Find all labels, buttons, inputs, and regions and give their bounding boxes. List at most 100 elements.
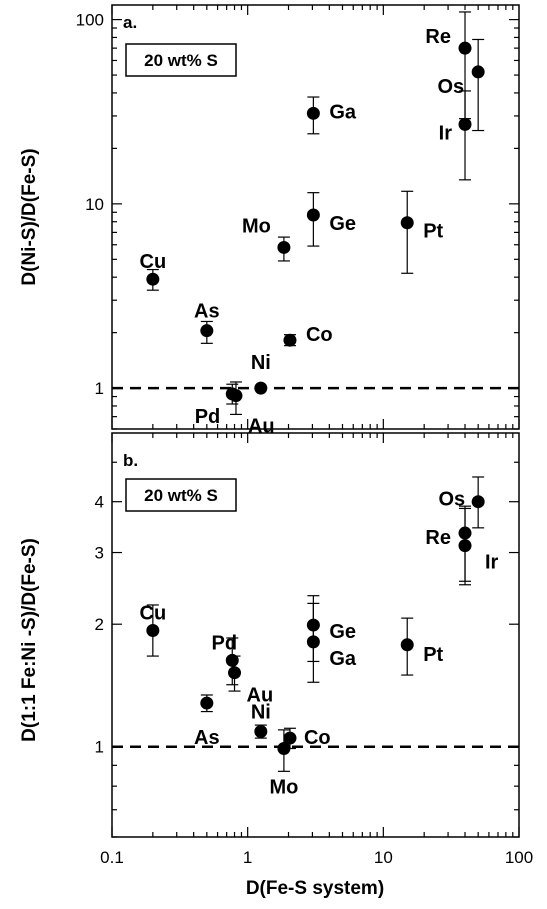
- marker-ni: [254, 724, 268, 738]
- data-point-pt: [400, 617, 414, 676]
- x-tick-label: 100: [505, 848, 533, 867]
- marker-mo: [277, 741, 291, 755]
- marker-as: [200, 696, 214, 710]
- data-point-ni: [254, 724, 268, 739]
- panel-a-y-axis-label: D(Ni-S)/D(Fe-S): [19, 148, 40, 285]
- y-tick-label: 4: [95, 493, 104, 512]
- panel-b-annotation-text: 20 wt% S: [144, 486, 218, 505]
- panel-b-tick-labels: 1 2 3 4 0.1 1 10 100: [95, 493, 534, 867]
- marker-ga: [306, 635, 320, 649]
- data-point-os: [471, 38, 485, 132]
- marker-au: [229, 389, 243, 403]
- point-label-pd: Pd: [211, 632, 237, 654]
- point-label-au: Au: [247, 685, 274, 707]
- data-point-re: [458, 11, 472, 120]
- marker-as: [200, 324, 214, 338]
- data-point-au: [228, 655, 242, 692]
- data-point-ni: [254, 381, 268, 395]
- data-point-ge: [306, 192, 320, 247]
- point-label-ge: Ge: [329, 621, 356, 643]
- marker-co: [283, 731, 297, 745]
- panel-b-ticks: [111, 433, 520, 838]
- y-tick-label: 100: [76, 11, 104, 30]
- panel-b-annotation-box: [125, 478, 237, 512]
- panel-a-points: [146, 11, 485, 416]
- data-point-ga: [306, 602, 320, 683]
- marker-cu: [146, 624, 160, 638]
- panel-a-annotation-text: 20 wt% S: [144, 51, 218, 70]
- y-tick-label: 1: [95, 379, 104, 398]
- point-label-os: Os: [437, 76, 464, 98]
- panel-b: b. 20 wt% S 1 2 3 4 0.1 1 10 100 Cu Pd Au As Ni Co Mo…: [19, 432, 534, 899]
- marker-au: [228, 666, 242, 680]
- point-label-ir: Ir: [485, 552, 499, 574]
- panel-b-label: b.: [123, 451, 138, 470]
- y-tick-label: 10: [85, 195, 104, 214]
- marker-ir: [458, 539, 472, 553]
- marker-pd: [225, 653, 239, 667]
- data-point-co: [283, 727, 297, 750]
- marker-ga: [306, 106, 320, 120]
- point-label-re: Re: [425, 527, 451, 549]
- y-tick-label: 1: [95, 738, 104, 757]
- data-point-cu: [146, 604, 160, 657]
- point-label-co: Co: [304, 727, 331, 749]
- data-point-co: [283, 333, 297, 347]
- data-point-mo: [277, 729, 291, 772]
- marker-ni: [254, 381, 268, 395]
- y-tick-label: 3: [95, 544, 104, 563]
- point-label-ga: Ga: [329, 101, 357, 123]
- point-label-ni: Ni: [251, 701, 271, 723]
- marker-pt: [400, 216, 414, 230]
- point-label-cu: Cu: [140, 603, 167, 625]
- point-label-re: Re: [425, 26, 451, 48]
- marker-ir: [458, 117, 472, 131]
- data-point-au: [229, 381, 243, 416]
- point-label-ir: Ir: [439, 122, 453, 144]
- panel-a-frame: [111, 4, 520, 430]
- point-label-au: Au: [248, 416, 275, 438]
- data-point-as: [200, 694, 214, 713]
- data-point-mo: [277, 236, 291, 262]
- panel-a: a. 20 wt% S 1 10 100 Cu As Pd Au Ni Co Mo Ge Ga Pt I…: [19, 4, 520, 438]
- panel-a-tick-labels: 1 10 100: [76, 11, 104, 399]
- point-label-co: Co: [306, 324, 333, 346]
- marker-os: [471, 65, 485, 79]
- marker-mo: [277, 240, 291, 254]
- x-tick-label: 1: [243, 848, 252, 867]
- point-label-pt: Pt: [423, 644, 443, 666]
- panel-a-point-labels: Cu As Pd Au Ni Co Mo Ge Ga Pt Ir Re Os: [140, 26, 465, 438]
- x-axis-label: D(Fe-S system): [246, 878, 384, 899]
- marker-ge: [306, 208, 320, 222]
- point-label-ge: Ge: [329, 213, 356, 235]
- panel-a-annotation-box: [125, 43, 237, 77]
- marker-re: [458, 41, 472, 55]
- marker-os: [471, 495, 485, 509]
- panel-a-ticks: [111, 5, 520, 430]
- marker-cu: [146, 272, 160, 286]
- data-point-os: [471, 476, 485, 529]
- point-label-pt: Pt: [423, 221, 443, 243]
- data-point-ga: [306, 96, 320, 135]
- data-point-as: [200, 320, 214, 344]
- panel-b-points: [146, 476, 485, 772]
- point-label-ga: Ga: [329, 648, 357, 670]
- point-label-cu: Cu: [140, 251, 167, 273]
- point-label-pd: Pd: [195, 406, 221, 428]
- data-point-cu: [146, 268, 160, 291]
- data-point-ir: [458, 507, 472, 586]
- panel-b-frame: [111, 432, 520, 838]
- marker-co: [283, 333, 297, 347]
- data-point-pt: [400, 190, 414, 274]
- x-tick-label: 10: [374, 848, 393, 867]
- marker-pt: [400, 638, 414, 652]
- point-label-ni: Ni: [251, 352, 271, 374]
- point-label-as: As: [194, 727, 220, 749]
- panel-a-label: a.: [123, 13, 137, 32]
- y-tick-label: 2: [95, 615, 104, 634]
- x-tick-label: 0.1: [100, 848, 124, 867]
- panel-b-point-labels: Cu Pd Au As Ni Co Mo Ge Ga Pt Os Re Ir: [140, 489, 499, 799]
- point-label-mo: Mo: [242, 215, 271, 237]
- panel-b-y-axis-label: D(1:1 Fe:Ni -S)/D(Fe-S): [19, 538, 40, 742]
